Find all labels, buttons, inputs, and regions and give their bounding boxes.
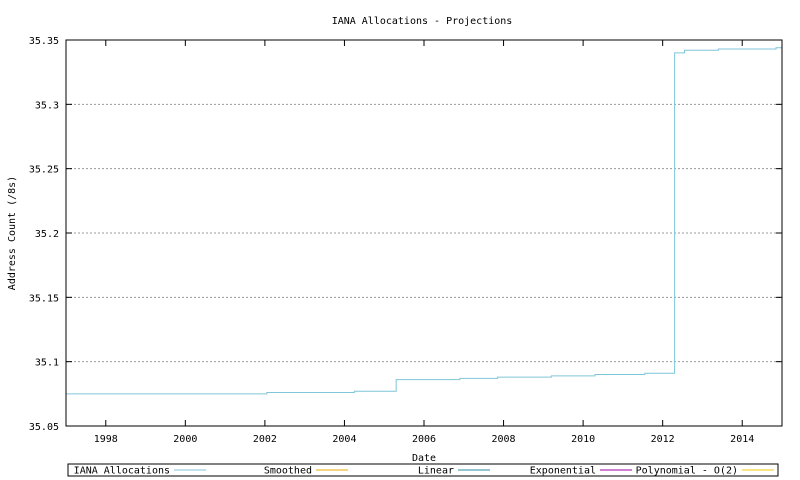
legend-box xyxy=(67,463,779,477)
x-tick-label: 2002 xyxy=(253,434,277,445)
x-tick-label: 2008 xyxy=(492,434,516,445)
series-layer xyxy=(66,47,782,395)
y-axis-label: Address Count (/8s) xyxy=(7,176,18,290)
x-tick-label: 2010 xyxy=(571,434,595,445)
x-tick-label: 2004 xyxy=(332,434,356,445)
y-tick-label: 35.35 xyxy=(29,36,59,47)
y-tick-label: 35.25 xyxy=(29,165,59,176)
grid xyxy=(66,103,782,363)
x-tick-label: 2014 xyxy=(730,434,754,445)
y-tick-label: 35.15 xyxy=(29,293,59,304)
series-line xyxy=(66,47,782,395)
y-tick-label: 35.05 xyxy=(29,422,59,433)
chart-title: IANA Allocations - Projections xyxy=(332,16,513,27)
y-tick-label: 35.3 xyxy=(35,100,59,111)
legend-label: IANA Allocations xyxy=(74,466,170,477)
legend-label: Polynomial - O(2) xyxy=(636,466,738,477)
legend: IANA Allocations Smoothed Linear Exponentia… xyxy=(67,463,779,477)
x-tick-label: 2000 xyxy=(173,434,197,445)
legend-label: Smoothed xyxy=(264,466,312,477)
x-axis-label: Date xyxy=(412,453,436,464)
legend-label: Linear xyxy=(418,466,454,477)
legend-label: Exponential xyxy=(530,466,596,477)
y-tick-label: 35.1 xyxy=(35,358,59,369)
x-tick-label: 2006 xyxy=(412,434,436,445)
y-tick-label: 35.2 xyxy=(35,229,59,240)
x-tick-label: 2012 xyxy=(651,434,675,445)
ticks: 35.05 35.1 35.15 35.2 35.25 35.3 35.35 1998 2000… xyxy=(29,36,782,445)
x-tick-label: 1998 xyxy=(94,434,118,445)
